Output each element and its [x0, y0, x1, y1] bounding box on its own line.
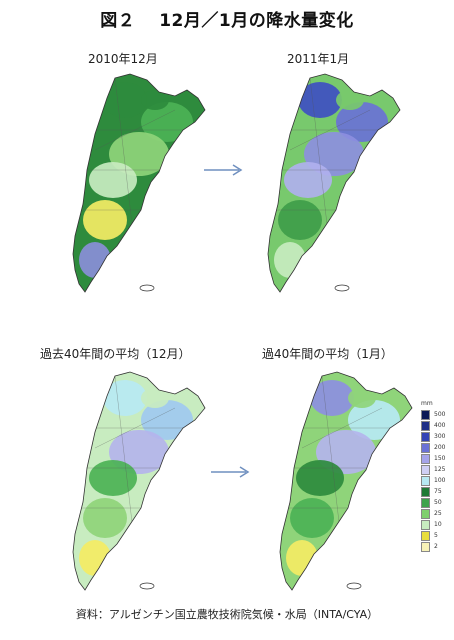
precip-region [141, 400, 193, 440]
legend-item: 300 [421, 432, 453, 442]
legend-swatch [421, 520, 430, 530]
legend-swatch [421, 509, 430, 519]
precip-region [286, 540, 318, 576]
legend-item: 10 [421, 520, 453, 530]
precip-region [89, 162, 137, 198]
precipitation-map-dec-2010 [72, 73, 206, 293]
legend-label: 200 [434, 444, 446, 451]
legend-item: 500 [421, 410, 453, 420]
source-note: 資料：アルゼンチン国立農牧技術院気候・水局（INTA/CYA） [75, 608, 379, 621]
precip-region [310, 380, 354, 416]
legend-label: 100 [434, 477, 446, 484]
legend-label: 2 [434, 543, 438, 550]
precipitation-map-jan-2011 [267, 73, 401, 293]
legend-label: 50 [434, 499, 442, 506]
island-outline [334, 284, 350, 292]
legend-label: 150 [434, 455, 446, 462]
legend-swatch [421, 443, 430, 453]
precip-region [141, 90, 169, 110]
precip-region [278, 200, 322, 240]
map-caption-dec-2010: 2010年12月 [88, 52, 158, 66]
legend-item: 5 [421, 531, 453, 541]
legend-swatch [421, 531, 430, 541]
precip-region [298, 82, 342, 118]
legend-label: 10 [434, 521, 442, 528]
legend-item: 2 [421, 542, 453, 552]
legend-swatch [421, 421, 430, 431]
precip-region [336, 90, 364, 110]
legend-label: 500 [434, 411, 446, 418]
legend-label: 75 [434, 488, 442, 495]
precipitation-map-avg-dec [72, 371, 206, 591]
map-caption-jan-2011: 2011年1月 [287, 52, 350, 66]
precip-region [141, 102, 193, 142]
legend-swatch [421, 542, 430, 552]
province-border [301, 407, 383, 449]
legend-swatch [421, 454, 430, 464]
legend-item: 75 [421, 487, 453, 497]
precip-region [83, 498, 127, 538]
precip-region [79, 540, 111, 576]
precip-region [141, 388, 169, 408]
legend-label: 25 [434, 510, 442, 517]
precip-region [296, 460, 344, 496]
legend-item: 125 [421, 465, 453, 475]
legend-swatch [421, 487, 430, 497]
precip-region [79, 242, 111, 278]
province-border [114, 77, 136, 251]
precip-region [336, 102, 388, 142]
legend-label: 400 [434, 422, 446, 429]
precip-region [348, 400, 400, 440]
precip-region [274, 242, 306, 278]
province-border [309, 77, 331, 251]
legend-item: 200 [421, 443, 453, 453]
country-outline [279, 371, 413, 591]
map-caption-avg-jan: 過40年間の平均（1月） [262, 347, 393, 361]
precip-region [89, 460, 137, 496]
precip-region [290, 498, 334, 538]
legend-swatch [421, 465, 430, 475]
country-outline [72, 371, 206, 591]
legend-item: 400 [421, 421, 453, 431]
right-arrow-icon [211, 466, 250, 478]
legend-item: 25 [421, 509, 453, 519]
legend-item: 150 [421, 454, 453, 464]
province-border [94, 407, 176, 449]
legend-swatch [421, 498, 430, 508]
island-outline [139, 284, 155, 292]
figure-title: 図２ 12月／1月の降水量変化 [100, 11, 354, 31]
legend-swatch [421, 432, 430, 442]
legend-unit: mm [421, 400, 433, 407]
island-outline [346, 582, 362, 590]
precip-region [83, 200, 127, 240]
legend-label: 5 [434, 532, 438, 539]
country-outline [267, 73, 401, 293]
legend-item: 50 [421, 498, 453, 508]
legend-label: 125 [434, 466, 446, 473]
precip-region [348, 388, 376, 408]
precipitation-map-avg-jan [279, 371, 413, 591]
legend-label: 300 [434, 433, 446, 440]
precip-region [103, 82, 147, 118]
province-border [114, 375, 136, 549]
province-border [94, 109, 176, 151]
legend-item: 100 [421, 476, 453, 486]
island-outline [139, 582, 155, 590]
right-arrow-icon [204, 164, 243, 176]
precip-region [284, 162, 332, 198]
province-border [289, 109, 371, 151]
country-outline [72, 73, 206, 293]
map-caption-avg-dec: 過去40年間の平均（12月） [40, 347, 191, 361]
province-border [321, 375, 343, 549]
legend-swatch [421, 410, 430, 420]
precip-region [103, 380, 147, 416]
legend-swatch [421, 476, 430, 486]
